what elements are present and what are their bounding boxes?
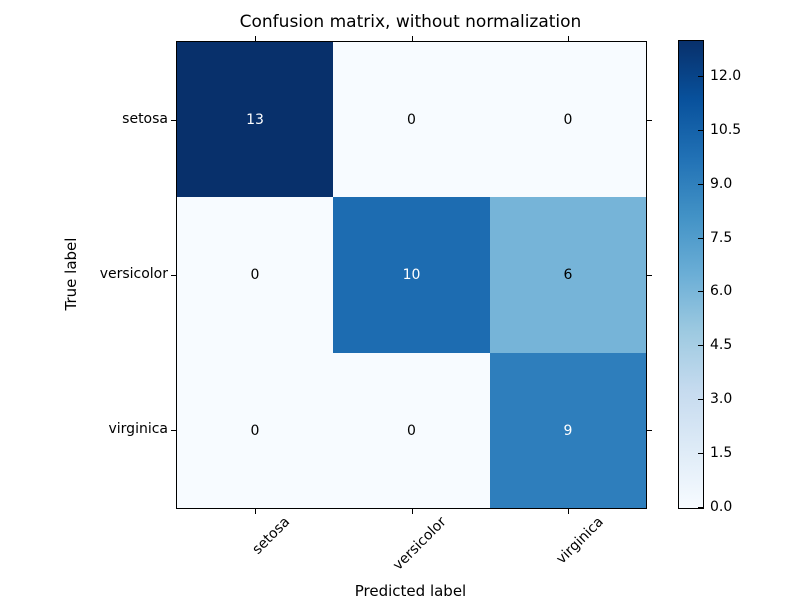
colorbar-tick-mark [698, 238, 703, 239]
colorbar-tick-mark [698, 453, 703, 454]
colorbar-tick-label: 1.5 [710, 445, 733, 461]
colorbar-tick-label: 0.0 [710, 499, 733, 515]
x-tick-mark-bottom [568, 509, 569, 514]
x-tick-label-virginica: virginica [552, 514, 607, 568]
colorbar-tick-mark [698, 130, 703, 131]
y-tick-mark-left [171, 275, 176, 276]
matrix-cell-value: 13 [246, 111, 264, 128]
matrix-cell-versicolor-versicolor: 10 [333, 197, 490, 353]
x-tick-mark-top [568, 36, 569, 41]
colorbar-tick-label: 6.0 [710, 283, 733, 299]
y-tick-mark-left [171, 430, 176, 431]
matrix-cell-value: 0 [407, 422, 416, 439]
x-tick-label-versicolor: versicolor [389, 514, 450, 574]
matrix-cell-virginica-setosa: 0 [177, 353, 333, 508]
y-tick-mark-left [171, 120, 176, 121]
x-tick-mark-top [412, 36, 413, 41]
colorbar-tick-label: 12.0 [710, 68, 742, 84]
x-axis-label: Predicted label [354, 582, 467, 600]
matrix-cell-value: 0 [563, 111, 573, 128]
x-tick-mark-bottom [255, 509, 256, 514]
y-tick-label-virginica: virginica [108, 421, 169, 437]
colorbar-tick-mark [698, 507, 703, 508]
matrix-cell-virginica-virginica: 9 [490, 353, 646, 508]
matrix-cell-value: 9 [563, 422, 573, 439]
matrix-cell-setosa-versicolor: 0 [333, 42, 490, 197]
x-tick-mark-bottom [412, 509, 413, 514]
colorbar-tick-mark [698, 291, 703, 292]
x-tick-label-setosa: setosa [249, 514, 294, 558]
chart-title: Confusion matrix, without normalization [239, 12, 582, 32]
matrix-cell-versicolor-virginica: 6 [490, 197, 646, 353]
matrix-cell-versicolor-setosa: 0 [177, 197, 333, 353]
matrix-cell-value: 0 [250, 267, 260, 283]
colorbar-tick-mark [698, 76, 703, 77]
matrix-cell-value: 0 [250, 422, 260, 439]
matrix-cell-value: 10 [402, 267, 421, 283]
plot-area: 13 0 0 0 10 6 0 0 9 [171, 36, 652, 514]
y-tick-mark-right [647, 430, 652, 431]
y-tick-label-setosa: setosa [122, 111, 168, 127]
colorbar-tick-label: 4.5 [710, 337, 733, 353]
matrix-cell-value: 0 [407, 111, 416, 128]
colorbar-tick-mark [698, 184, 703, 185]
y-tick-label-versicolor: versicolor [99, 266, 168, 282]
colorbar-tick-label: 9.0 [710, 176, 733, 192]
colorbar-tick-label: 10.5 [710, 122, 742, 138]
y-tick-mark-right [647, 275, 652, 276]
matrix-cell-virginica-versicolor: 0 [333, 353, 490, 508]
colorbar-tick-label: 3.0 [710, 391, 733, 407]
colorbar-tick-mark [698, 345, 703, 346]
colorbar-tick-mark [698, 399, 703, 400]
y-axis-label: True label [62, 237, 80, 311]
matrix-cell-setosa-virginica: 0 [490, 42, 646, 197]
colorbar-tick-label: 7.5 [710, 230, 733, 246]
y-tick-mark-right [647, 120, 652, 121]
x-tick-mark-top [255, 36, 256, 41]
matrix-cell-setosa-setosa: 13 [177, 42, 333, 197]
colorbar [678, 40, 704, 509]
matrix-cell-value: 6 [563, 267, 573, 283]
